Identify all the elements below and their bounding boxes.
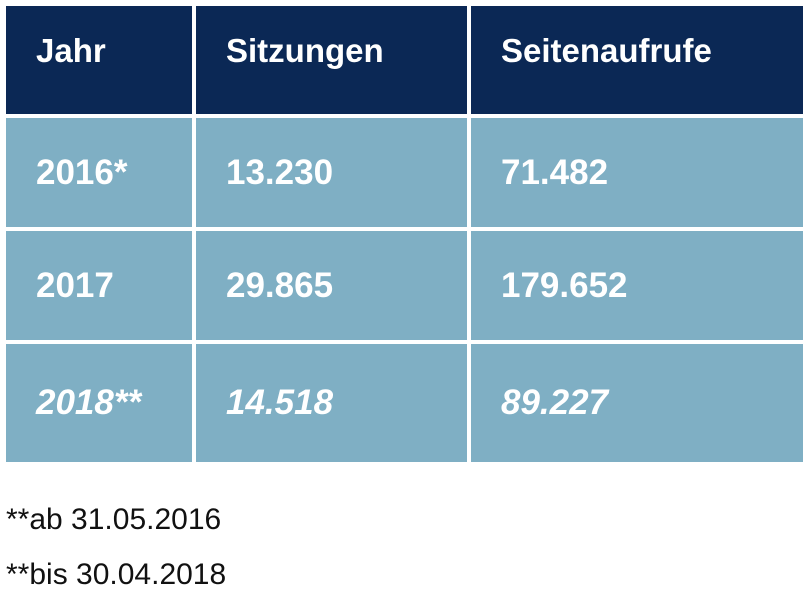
- cell-year: 2016*: [6, 118, 196, 231]
- cell-page-views: 179.652: [471, 231, 803, 344]
- table-row: 2018** 14.518 89.227: [6, 344, 803, 462]
- table-row: 2017 29.865 179.652: [6, 231, 803, 344]
- table-header-row: Jahr Sitzungen Seitenaufrufe: [6, 6, 803, 118]
- cell-year: 2018**: [6, 344, 196, 462]
- cell-sessions: 14.518: [196, 344, 471, 462]
- cell-sessions: 13.230: [196, 118, 471, 231]
- footnote-end-date: **bis 30.04.2018: [6, 558, 227, 591]
- statistics-table: Jahr Sitzungen Seitenaufrufe 2016* 13.23…: [6, 6, 803, 462]
- footnote-start-date: **ab 31.05.2016: [6, 503, 222, 536]
- cell-year: 2017: [6, 231, 196, 344]
- header-year: Jahr: [6, 6, 196, 118]
- header-page-views: Seitenaufrufe: [471, 6, 803, 118]
- header-sessions: Sitzungen: [196, 6, 471, 118]
- cell-page-views: 71.482: [471, 118, 803, 231]
- table-row: 2016* 13.230 71.482: [6, 118, 803, 231]
- cell-sessions: 29.865: [196, 231, 471, 344]
- cell-page-views: 89.227: [471, 344, 803, 462]
